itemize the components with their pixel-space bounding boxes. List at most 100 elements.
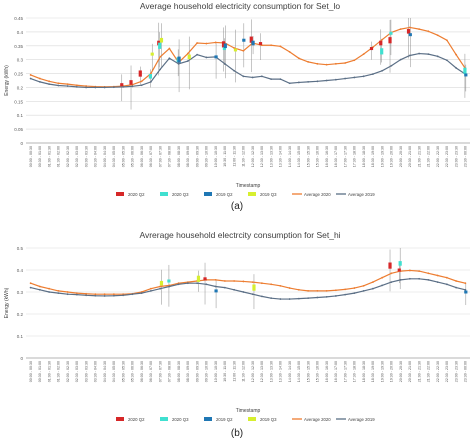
data-point: [279, 45, 282, 48]
x-tick-label: 01:30 - 02:00: [57, 361, 61, 382]
x-tick-label: 05:00 - 05:30: [121, 361, 125, 382]
x-tick-label: 19:30 - 20:00: [390, 361, 394, 382]
x-tick-label: 09:30 - 10:00: [205, 361, 209, 382]
x-tick-label: 19:00 - 19:30: [380, 146, 384, 167]
x-tick-label: 23:30 - 00:00: [464, 146, 468, 167]
data-point: [464, 288, 467, 291]
data-point: [251, 293, 254, 296]
data-point: [140, 80, 143, 83]
data-point: [140, 292, 143, 294]
x-tick-label: 20:00 - 20:30: [399, 146, 403, 167]
x-tick-label: 08:30 - 09:00: [186, 361, 190, 382]
data-point: [316, 290, 319, 292]
x-tick-label: 02:00 - 02:30: [66, 361, 70, 382]
x-tick-label: 17:00 - 17:30: [343, 146, 347, 167]
quarter-box: [158, 42, 162, 49]
data-point: [436, 281, 439, 283]
x-tick-label: 06:00 - 06:30: [140, 361, 144, 382]
x-tick-label: 10:00 - 10:30: [214, 361, 218, 382]
data-point: [48, 80, 51, 83]
data-point: [353, 287, 356, 289]
y-tick-label: 0.1: [17, 334, 24, 339]
data-point: [112, 294, 115, 297]
x-tick-label: 04:30 - 05:00: [112, 361, 116, 382]
data-point: [48, 83, 51, 86]
quarter-box: [388, 262, 392, 269]
x-tick-label: 15:30 - 16:00: [316, 146, 320, 167]
data-point: [270, 297, 273, 300]
data-point: [408, 54, 411, 57]
series-line-average-2020: [30, 269, 466, 295]
data-point: [205, 42, 208, 45]
x-tick-label: 05:30 - 06:00: [131, 146, 135, 167]
y-tick-label: 0.3: [17, 58, 24, 63]
data-point: [66, 85, 69, 87]
data-point: [29, 282, 32, 285]
data-point: [399, 58, 402, 61]
y-axis-label: Energy (kWh): [4, 287, 10, 318]
data-point: [408, 26, 411, 29]
data-point: [334, 78, 337, 81]
data-point: [214, 279, 217, 281]
data-point: [66, 83, 69, 86]
x-tick-label: 21:00 - 21:30: [417, 361, 421, 382]
y-tick-label: 0.2: [17, 312, 24, 317]
data-point: [214, 285, 217, 288]
data-point: [371, 281, 374, 283]
data-point: [159, 287, 162, 290]
quarter-box: [242, 38, 246, 42]
quarter-box: [221, 41, 226, 48]
data-point: [205, 283, 208, 286]
quarter-box: [249, 36, 253, 43]
data-point: [445, 283, 448, 286]
data-point: [344, 77, 347, 80]
x-tick-label: 01:00 - 01:30: [47, 361, 51, 382]
data-point: [260, 295, 263, 298]
data-point: [48, 287, 51, 290]
legend-label: Average 2020: [304, 417, 331, 422]
x-tick-label: 01:30 - 02:00: [57, 146, 61, 167]
quarter-box: [150, 52, 154, 56]
data-point: [381, 276, 384, 279]
y-axis-label: Energy (kWh): [4, 65, 10, 96]
quarter-box: [463, 67, 467, 74]
data-point: [242, 280, 245, 283]
panel-label: (b): [231, 428, 243, 439]
legend-label: 2019 Q3: [260, 192, 277, 197]
x-tick-label: 22:30 - 23:00: [445, 146, 449, 167]
x-tick-label: 06:30 - 07:00: [149, 146, 153, 167]
legend-label: 2020 Q2: [128, 192, 145, 197]
x-tick-label: 17:30 - 18:00: [353, 146, 357, 167]
quarter-box: [138, 70, 142, 77]
data-point: [353, 59, 356, 62]
x-tick-label: 20:00 - 20:30: [399, 361, 403, 382]
data-point: [316, 80, 319, 83]
x-tick-label: 20:30 - 21:00: [408, 361, 412, 382]
quarter-box: [406, 29, 411, 34]
data-point: [381, 284, 384, 287]
data-point: [445, 276, 448, 279]
data-point: [436, 274, 439, 277]
x-tick-label: 21:30 - 22:00: [427, 146, 431, 167]
x-tick-label: 14:30 - 15:00: [297, 361, 301, 382]
data-point: [399, 28, 402, 31]
quarter-box: [159, 37, 164, 43]
data-point: [371, 287, 374, 290]
y-tick-label: 0: [20, 141, 23, 146]
quarter-box: [223, 43, 227, 49]
y-tick-label: 0.25: [14, 72, 23, 77]
x-tick-label: 15:30 - 16:00: [316, 361, 320, 382]
series-line-average-2019: [30, 278, 466, 300]
legend-swatch: [160, 417, 168, 421]
y-tick-label: 0.4: [17, 30, 24, 35]
x-tick-label: 09:00 - 09:30: [195, 146, 199, 167]
x-tick-label: 19:30 - 20:00: [390, 146, 394, 167]
data-point: [186, 60, 189, 62]
legend-label: 2019 Q3: [260, 417, 277, 422]
data-point: [196, 42, 199, 44]
data-point: [325, 79, 328, 82]
data-point: [159, 68, 162, 71]
x-tick-label: 03:00 - 03:30: [84, 361, 88, 382]
data-point: [149, 72, 152, 75]
quarter-box: [148, 74, 153, 79]
